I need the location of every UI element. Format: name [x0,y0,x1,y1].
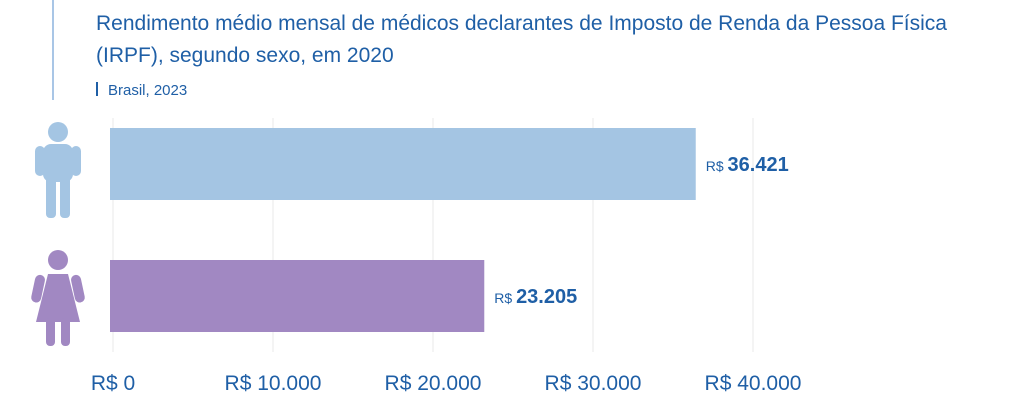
accent-line [52,0,54,100]
subtitle-text: Brasil, 2023 [108,82,188,99]
value-prefix: R$ [706,158,728,174]
value-prefix: R$ [494,290,516,306]
x-tick-label: R$ 40.000 [705,372,802,395]
bars [110,128,696,332]
value-number: 36.421 [728,154,789,176]
x-tick-label: R$ 0 [91,372,135,395]
x-axis-ticks: R$ 0 R$ 10.000 R$ 20.000 R$ 30.000 R$ 40.000 [91,372,802,395]
chart-title: Rendimento médio mensal de médicos decla… [96,12,947,67]
value-label: R$ 23.205 [494,286,577,308]
chart-subtitle: Brasil, 2023 [96,80,187,102]
value-number: 23.205 [516,286,577,308]
female-person-icon [31,250,85,346]
bar [110,260,485,332]
x-tick-label: R$ 20.000 [385,372,482,395]
x-tick-label: R$ 10.000 [225,372,322,395]
subtitle-marker [96,82,98,96]
bar [110,128,696,200]
x-tick-label: R$ 30.000 [545,372,642,395]
male-person-icon [35,122,81,218]
value-label: R$ 36.421 [706,154,789,176]
